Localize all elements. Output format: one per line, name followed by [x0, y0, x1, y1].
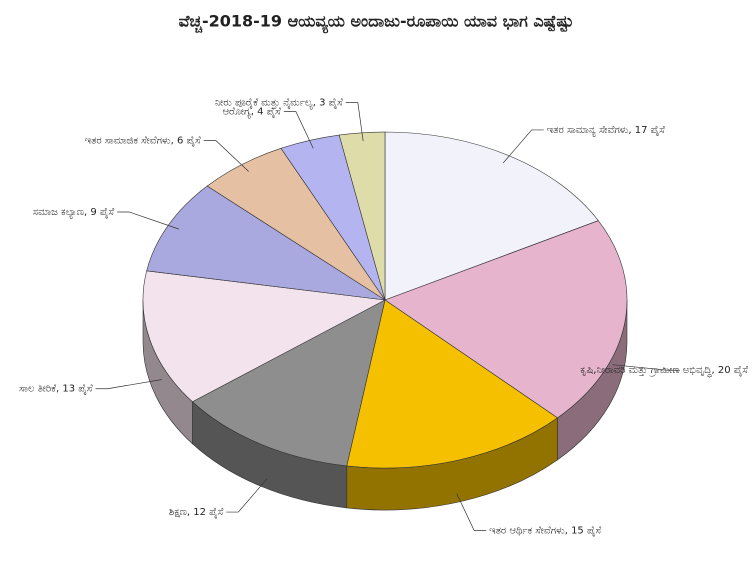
leader-line	[345, 102, 364, 142]
leader-line	[95, 379, 162, 390]
data-label: ಇತರ ಸಾಮಾನ್ಯ ಸೇವೆಗಳು, 17 ಪೈಸೆ	[547, 125, 666, 137]
leader-line	[283, 111, 314, 149]
slice	[384, 220, 628, 419]
slice	[142, 270, 386, 403]
leader-line	[117, 211, 180, 230]
data-label: ಸಾಲ ತೀರಿಕೆ, 13 ಪೈಸೆ	[19, 384, 93, 395]
data-label: ಶಿಕ್ಷಣ, 12 ಪೈಸೆ	[169, 507, 224, 518]
slice	[346, 299, 558, 469]
leader-line	[456, 493, 487, 531]
data-label: ಆರೋಗ್ಯ, 4 ಪೈಸೆ	[222, 107, 281, 119]
data-label: ಸಮಾಜ ಕಲ್ಯಾಣ, 9 ಪೈಸೆ	[33, 207, 115, 219]
chart-title: ವೆಚ್ಚ-2018-19 ಆಯವ್ಯಯ ಅಂದಾಜು-ರೂಪಾಯಿ ಯಾವ ಭ…	[179, 12, 574, 34]
leader-line	[502, 129, 544, 164]
leader-line	[226, 478, 268, 513]
slice	[191, 299, 386, 467]
data-label: ನೀರು ಪೂರೈಕೆ ಮತ್ತು ನೈರ್ಮಲ್ಯ, 3 ಪೈಸೆ	[215, 98, 344, 110]
data-label: ಇತರ ಆರ್ಥಿಕ ಸೇವೆಗಳು, 15 ಪೈಸೆ	[489, 525, 602, 536]
data-label: ಇತರ ಸಾಮಾಜಿಕ ಸೇವೆಗಳು, 6 ಪೈಸೆ	[85, 135, 202, 146]
data-label: ಕೃಷಿ,ನೀರಾವರಿ ಮತ್ತು ಗ್ರಾಮೀಣ ಅಭಿವೃದ್ಧಿ, 20…	[580, 365, 748, 377]
leader-line	[203, 140, 249, 172]
leader-line	[612, 364, 680, 371]
